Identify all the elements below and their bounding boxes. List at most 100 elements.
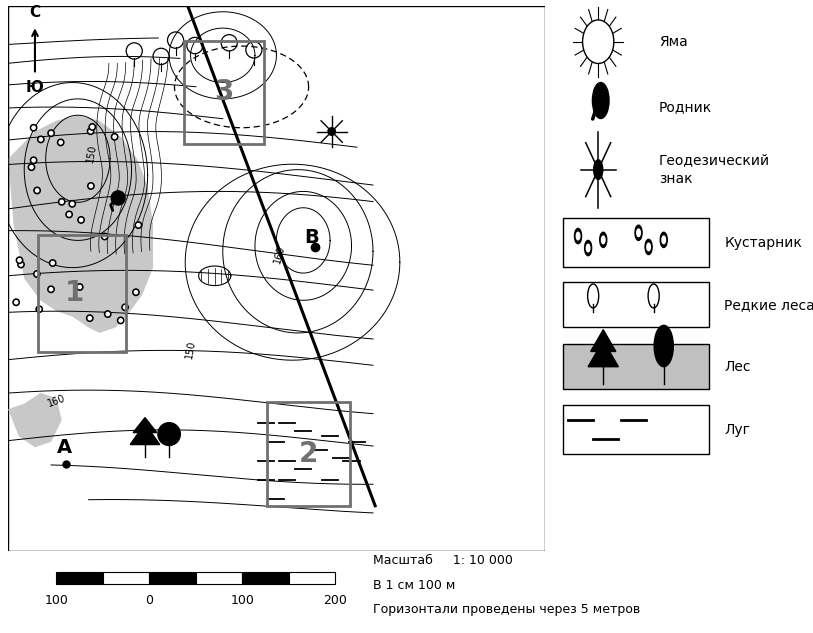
Text: 160: 160 — [46, 393, 67, 409]
Circle shape — [60, 200, 63, 203]
Text: знак: знак — [659, 172, 693, 187]
Circle shape — [105, 311, 111, 317]
Circle shape — [67, 213, 71, 216]
Circle shape — [124, 306, 127, 309]
Circle shape — [36, 189, 39, 192]
Bar — [563, 218, 709, 267]
Circle shape — [593, 82, 609, 118]
Circle shape — [30, 166, 33, 169]
Circle shape — [645, 239, 652, 254]
Circle shape — [16, 257, 23, 263]
Circle shape — [39, 138, 42, 141]
Text: 3: 3 — [214, 78, 233, 106]
Polygon shape — [8, 393, 62, 448]
Circle shape — [137, 223, 140, 227]
Circle shape — [662, 236, 666, 244]
Bar — [103, 572, 150, 584]
Circle shape — [86, 315, 93, 322]
Circle shape — [30, 157, 37, 163]
Text: 150: 150 — [184, 339, 197, 360]
Polygon shape — [133, 418, 157, 432]
Circle shape — [37, 308, 41, 311]
Circle shape — [586, 244, 590, 252]
Circle shape — [15, 301, 18, 304]
Circle shape — [88, 183, 94, 189]
Circle shape — [103, 235, 107, 238]
Circle shape — [50, 287, 53, 291]
Circle shape — [78, 285, 81, 289]
Circle shape — [113, 135, 116, 139]
Circle shape — [58, 139, 64, 146]
Bar — [196, 572, 242, 584]
Circle shape — [576, 232, 580, 240]
Circle shape — [48, 130, 54, 137]
Circle shape — [102, 233, 108, 240]
Circle shape — [51, 261, 54, 265]
Bar — [563, 344, 709, 389]
Polygon shape — [590, 330, 616, 351]
Circle shape — [37, 136, 44, 142]
Bar — [150, 572, 196, 584]
Bar — [184, 41, 263, 144]
Circle shape — [635, 225, 642, 241]
Text: 150: 150 — [85, 143, 98, 163]
Bar — [242, 572, 289, 584]
Circle shape — [32, 126, 35, 129]
Bar — [37, 235, 126, 352]
Circle shape — [18, 259, 21, 262]
Circle shape — [133, 289, 139, 296]
Circle shape — [59, 199, 65, 205]
Polygon shape — [8, 115, 153, 333]
Circle shape — [575, 229, 581, 244]
Circle shape — [59, 141, 63, 144]
Circle shape — [48, 286, 54, 292]
Circle shape — [328, 128, 336, 135]
Text: Лес: Лес — [724, 360, 750, 373]
Circle shape — [33, 271, 40, 277]
Circle shape — [34, 187, 41, 194]
Circle shape — [88, 316, 91, 320]
Text: 200: 200 — [324, 594, 347, 606]
Text: С: С — [29, 5, 41, 20]
Circle shape — [76, 284, 83, 291]
Text: В 1 см 100 м: В 1 см 100 м — [373, 579, 455, 592]
Circle shape — [13, 299, 20, 306]
Circle shape — [122, 304, 128, 311]
Polygon shape — [130, 423, 159, 444]
Bar — [56, 572, 103, 584]
Circle shape — [654, 325, 673, 367]
Circle shape — [593, 160, 602, 179]
Circle shape — [50, 132, 53, 135]
Text: Редкие леса: Редкие леса — [724, 298, 813, 311]
Circle shape — [637, 229, 641, 237]
Text: Родник: Родник — [659, 100, 712, 114]
Circle shape — [119, 319, 122, 322]
Circle shape — [18, 261, 24, 268]
Circle shape — [135, 222, 141, 229]
Circle shape — [66, 211, 72, 218]
Text: Горизонтали проведены через 5 метров: Горизонтали проведены через 5 метров — [373, 603, 641, 617]
Text: 2: 2 — [298, 440, 318, 468]
Circle shape — [80, 218, 83, 222]
Circle shape — [28, 164, 35, 170]
Ellipse shape — [583, 20, 614, 63]
Circle shape — [107, 313, 110, 316]
Circle shape — [89, 184, 93, 187]
Bar — [563, 282, 709, 327]
Text: 100: 100 — [45, 594, 68, 606]
Circle shape — [32, 159, 35, 162]
Circle shape — [111, 134, 118, 140]
Text: Яма: Яма — [659, 35, 688, 49]
Text: 100: 100 — [231, 594, 254, 606]
Circle shape — [111, 191, 125, 205]
Circle shape — [35, 272, 38, 275]
Circle shape — [78, 216, 85, 223]
Circle shape — [36, 306, 42, 313]
Circle shape — [87, 128, 93, 134]
Circle shape — [585, 241, 592, 256]
Text: 160: 160 — [272, 244, 286, 264]
Circle shape — [600, 232, 606, 248]
Text: 0: 0 — [146, 594, 154, 606]
Circle shape — [602, 236, 605, 244]
Circle shape — [134, 291, 137, 294]
